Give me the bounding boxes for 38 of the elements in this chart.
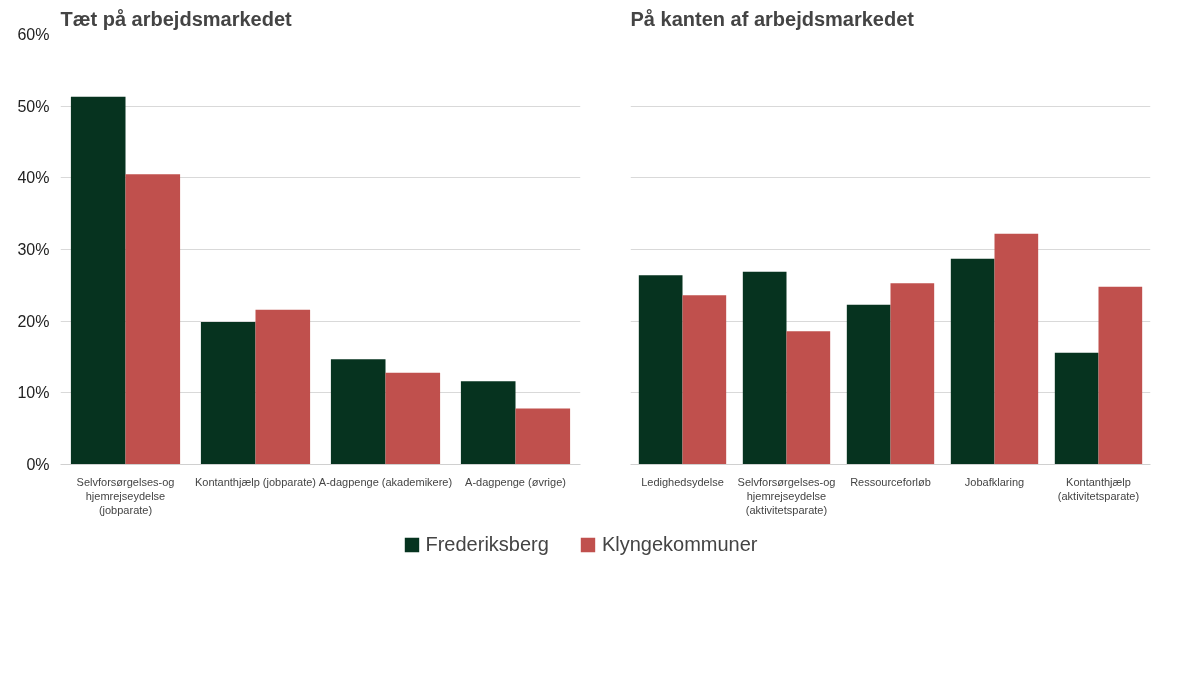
bar: [460, 381, 516, 465]
y-tick-label: 10%: [17, 384, 50, 402]
bar: [330, 359, 386, 465]
bar: [515, 408, 571, 465]
y-tick-label: 60%: [17, 26, 50, 43]
x-tick-label: Ressourceforløb: [850, 475, 931, 488]
y-tick-label: 50%: [17, 97, 50, 115]
x-tick-label: Selvforsørgelses-og hjemrejseydelse (jobparate): [76, 475, 175, 517]
x-tick-label: A-dagpenge (akademikere): [318, 475, 453, 488]
x-tick-label: Kontanthjælp (aktivitetsparate): [1057, 475, 1140, 502]
bar: [125, 174, 181, 465]
bar: [1054, 352, 1099, 465]
bar: [638, 275, 683, 465]
x-tick-label: A-dagpenge (øvrige): [465, 475, 566, 488]
bar: [846, 304, 891, 465]
x-tick-label: Jobafklaring: [964, 475, 1025, 488]
bar: [950, 258, 995, 465]
legend-label: Klyngekommuner: [601, 532, 758, 556]
y-tick-label: 40%: [17, 169, 50, 187]
chart-title: På kanten af arbejdsmarkedet: [630, 7, 915, 30]
bar: [742, 271, 787, 465]
bar: [890, 283, 935, 465]
bar: [1098, 286, 1143, 465]
bar: [200, 321, 256, 465]
bar: [70, 96, 126, 465]
legend-label: Frederiksberg: [425, 532, 549, 556]
x-tick-label: Ledighedsydelse: [641, 475, 724, 488]
y-tick-label: 30%: [17, 241, 50, 258]
x-tick-label: Kontanthjælp (jobparate): [194, 475, 317, 488]
chart-title: Tæt på arbejdsmarkedet: [60, 7, 293, 30]
y-tick-label: 0%: [26, 456, 50, 473]
bar: [385, 372, 441, 465]
bar: [786, 331, 831, 465]
bar: [994, 233, 1039, 465]
x-tick-label: Selvforsørgelses-og hjemrejseydelse (aktivitetsparate): [737, 475, 836, 517]
bar: [255, 309, 311, 465]
bar: [682, 295, 727, 465]
y-tick-label: 20%: [17, 312, 50, 330]
